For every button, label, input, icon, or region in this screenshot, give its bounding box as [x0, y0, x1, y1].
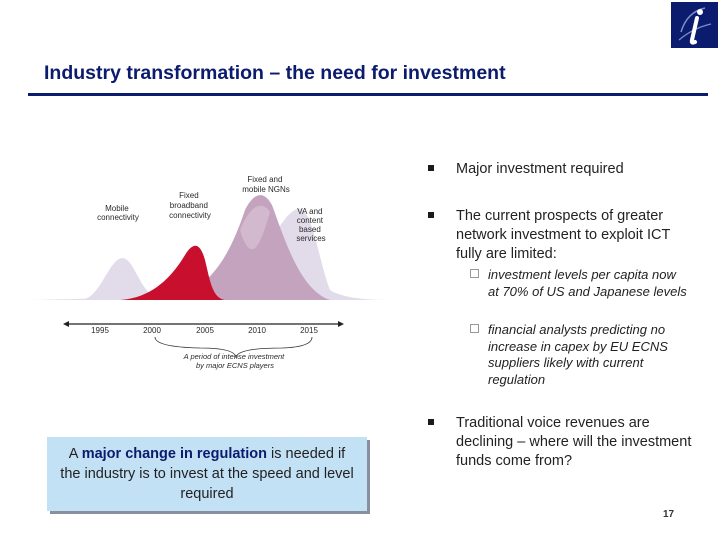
page-number: 17: [663, 509, 675, 520]
year-tick: 2000: [143, 326, 161, 335]
hollow-square-bullet-icon: [470, 269, 479, 278]
title-divider: [28, 93, 708, 96]
broadband-label: Fixed broadband connectivity: [169, 191, 211, 220]
ngn-curve: [150, 195, 330, 300]
year-tick: 1995: [91, 326, 109, 335]
investment-period-bracket: [154, 336, 313, 359]
ngn-label: Fixed and mobile NGNs: [242, 175, 290, 194]
company-logo: [671, 2, 718, 48]
investment-period-caption: A period of intense investment by major …: [183, 352, 287, 370]
regulation-callout: A major change in regulation is needed i…: [47, 437, 367, 511]
investment-curves-diagram: Mobile connectivity Fixed broadband conn…: [30, 175, 390, 370]
va-label: VA and content based services: [296, 207, 325, 243]
year-tick: 2015: [300, 326, 318, 335]
mobile-curve: [80, 258, 165, 300]
callout-emphasis: major change in regulation: [81, 446, 267, 462]
timeline-arrow-left: [63, 321, 69, 327]
mobile-label: Mobile connectivity: [97, 204, 139, 222]
square-bullet-icon: [428, 165, 434, 171]
year-tick: 2010: [248, 326, 266, 335]
square-bullet-icon: [428, 212, 434, 218]
square-bullet-icon: [428, 419, 434, 425]
broadband-curve: [120, 245, 225, 300]
timeline-arrow-right: [338, 321, 344, 327]
year-tick: 2005: [196, 326, 214, 335]
hollow-square-bullet-icon: [470, 324, 479, 333]
page-title: Industry transformation – the need for i…: [44, 62, 506, 84]
